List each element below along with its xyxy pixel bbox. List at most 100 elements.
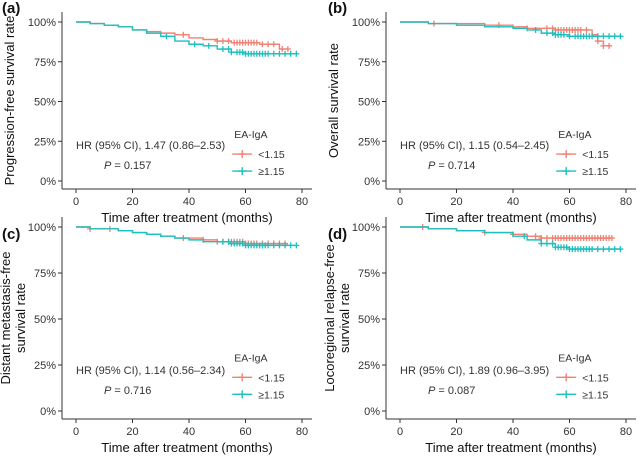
legend-swatch-cross bbox=[238, 167, 247, 176]
x-tick-label: 0 bbox=[73, 426, 79, 438]
p-value: = 0.157 bbox=[111, 160, 151, 172]
y-tick-label: 50% bbox=[358, 97, 380, 109]
x-axis-label: Time after treatment (months) bbox=[101, 210, 272, 225]
censor-mark bbox=[589, 33, 596, 40]
p-value-annotation: P = 0.714 bbox=[428, 160, 475, 172]
panel-label: (b) bbox=[328, 0, 347, 17]
censor-mark bbox=[225, 46, 232, 53]
censor-mark bbox=[600, 42, 607, 49]
censor-mark bbox=[611, 33, 618, 40]
censor-mark bbox=[606, 33, 613, 40]
p-value: = 0.087 bbox=[435, 385, 475, 397]
censor-mark bbox=[276, 242, 283, 249]
legend-title: EA-IgA bbox=[558, 352, 591, 364]
y-tick-label: 100% bbox=[352, 17, 380, 29]
legend-title: EA-IgA bbox=[234, 352, 267, 364]
p-value: = 0.714 bbox=[435, 160, 475, 172]
censor-mark bbox=[191, 41, 198, 48]
x-tick-label: 20 bbox=[126, 426, 138, 438]
censor-mark bbox=[521, 233, 528, 240]
p-label: P bbox=[104, 385, 112, 397]
x-axis-label: Time after treatment (months) bbox=[425, 440, 596, 455]
x-tick-label: 40 bbox=[183, 196, 195, 208]
censor-mark bbox=[549, 240, 556, 247]
x-tick-label: 40 bbox=[183, 426, 195, 438]
censor-mark bbox=[532, 233, 539, 240]
km-curve-high bbox=[76, 21, 297, 55]
censor-mark bbox=[287, 242, 294, 249]
y-tick-label: 25% bbox=[358, 360, 380, 372]
legend-title: EA-IgA bbox=[558, 129, 591, 141]
censor-mark bbox=[270, 242, 277, 249]
censor-mark bbox=[543, 235, 550, 242]
censor-mark bbox=[589, 246, 596, 253]
legend-label: <1.15 bbox=[258, 149, 285, 161]
censor-mark bbox=[617, 246, 624, 253]
censor-mark bbox=[282, 50, 289, 57]
y-tick-label: 75% bbox=[34, 57, 56, 69]
censor-mark bbox=[214, 38, 221, 45]
legend-label: <1.15 bbox=[582, 149, 609, 161]
y-axis-label: survival rate bbox=[13, 283, 28, 353]
hr-annotation: HR (95% CI), 1.89 (0.96–3.95) bbox=[400, 365, 549, 377]
legend-title: EA-IgA bbox=[234, 129, 267, 141]
p-value: = 0.716 bbox=[111, 385, 151, 397]
y-tick-label: 0% bbox=[40, 406, 56, 418]
x-tick-label: 80 bbox=[620, 426, 632, 438]
km-curve-high bbox=[400, 21, 621, 38]
x-axis-label: Time after treatment (months) bbox=[101, 440, 272, 455]
hr-annotation: HR (95% CI), 1.14 (0.56–2.34) bbox=[76, 365, 225, 377]
censor-mark bbox=[284, 46, 291, 53]
censor-mark bbox=[608, 235, 615, 242]
y-tick-label: 75% bbox=[34, 268, 56, 280]
censor-mark bbox=[228, 49, 235, 56]
y-tick-label: 0% bbox=[364, 406, 380, 418]
x-tick-label: 20 bbox=[450, 426, 462, 438]
censor-mark bbox=[253, 39, 260, 46]
y-tick-label: 25% bbox=[34, 136, 56, 148]
y-tick-label: 50% bbox=[34, 314, 56, 326]
km-panel: (d) 0% 25% 50% 75% 100% 0 20 40 60 80 Time after tr… bbox=[322, 217, 636, 455]
x-tick-label: 80 bbox=[620, 196, 632, 208]
x-tick-label: 0 bbox=[397, 196, 403, 208]
km-panel: (b) 0% 25% 50% 75% 100% 0 20 40 60 80 Time after tr… bbox=[326, 0, 636, 225]
legend-swatch-cross bbox=[562, 373, 571, 382]
x-tick-label: 0 bbox=[73, 196, 79, 208]
x-tick-label: 80 bbox=[296, 196, 308, 208]
censor-mark bbox=[543, 240, 550, 247]
censor-mark bbox=[265, 242, 272, 249]
y-tick-label: 50% bbox=[34, 97, 56, 109]
censor-mark bbox=[293, 50, 300, 57]
legend-label: <1.15 bbox=[258, 372, 285, 384]
p-label: P bbox=[104, 160, 112, 172]
censor-mark bbox=[282, 242, 289, 249]
p-value-annotation: P = 0.716 bbox=[104, 385, 151, 397]
legend-swatch-cross bbox=[238, 390, 247, 399]
x-tick-label: 60 bbox=[563, 426, 575, 438]
p-label: P bbox=[428, 385, 436, 397]
censor-mark bbox=[566, 33, 573, 40]
censor-mark bbox=[543, 30, 550, 37]
censor-mark bbox=[219, 46, 226, 53]
censor-mark bbox=[600, 246, 607, 253]
y-axis-label: Distant metastasis-free bbox=[0, 252, 13, 385]
y-tick-label: 25% bbox=[34, 360, 56, 372]
panel-label: (d) bbox=[328, 226, 347, 243]
km-curve-high bbox=[76, 226, 297, 247]
legend-label: ≥1.15 bbox=[258, 166, 284, 178]
censor-mark bbox=[270, 50, 277, 57]
censor-mark bbox=[287, 50, 294, 57]
y-axis-label: Overall survival rate bbox=[326, 43, 341, 158]
legend-label: <1.15 bbox=[582, 372, 609, 384]
legend-swatch-cross bbox=[238, 373, 247, 382]
p-value-annotation: P = 0.087 bbox=[428, 385, 475, 397]
y-tick-label: 100% bbox=[28, 17, 56, 29]
panel-label: (c) bbox=[2, 226, 20, 243]
x-tick-label: 80 bbox=[296, 426, 308, 438]
hr-annotation: HR (95% CI), 1.47 (0.86–2.53) bbox=[76, 140, 225, 152]
censor-mark bbox=[205, 42, 212, 49]
legend-swatch-cross bbox=[562, 390, 571, 399]
censor-mark bbox=[577, 26, 584, 33]
x-tick-label: 0 bbox=[397, 426, 403, 438]
